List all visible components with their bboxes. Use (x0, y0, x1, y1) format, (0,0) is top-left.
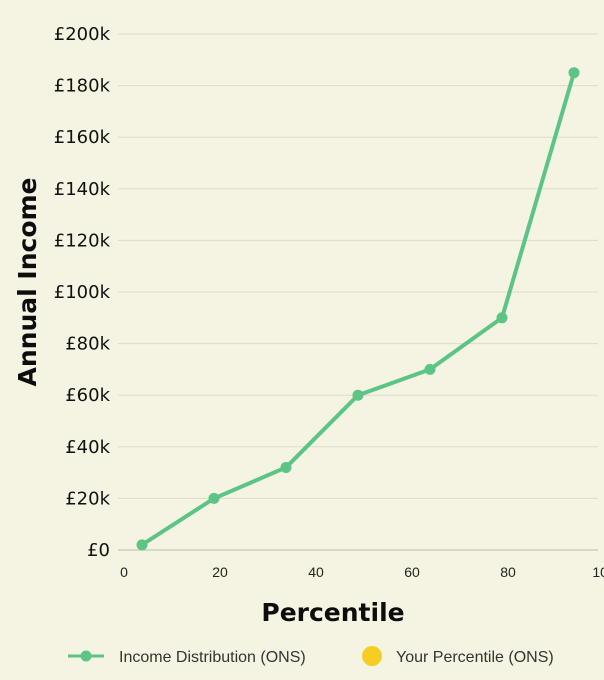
y-tick-label: £160k (54, 127, 111, 148)
legend-label-your-percentile: Your Percentile (ONS) (396, 649, 554, 666)
data-point[interactable] (208, 492, 220, 504)
y-tick-label: £180k (54, 76, 111, 97)
legend-marker-icon (80, 650, 92, 662)
grid-lines (118, 33, 598, 551)
y-tick-label: £140k (54, 179, 111, 200)
data-point[interactable] (424, 363, 436, 375)
legend-yellow-dot-icon (362, 646, 382, 666)
data-point[interactable] (568, 67, 580, 79)
data-point[interactable] (136, 539, 148, 551)
legend: Income Distribution (ONS) Your Percentil… (68, 646, 554, 666)
y-tick-label: £20k (65, 488, 110, 509)
legend-item-your-percentile[interactable]: Your Percentile (ONS) (362, 646, 554, 666)
y-tick-label: £120k (54, 230, 111, 251)
y-tick-label: £80k (65, 334, 110, 355)
y-tick-label: £100k (54, 282, 111, 303)
x-axis-title: Percentile (261, 598, 404, 627)
legend-label-income-distribution: Income Distribution (ONS) (119, 649, 306, 666)
data-point[interactable] (496, 312, 508, 324)
y-axis-title: Annual Income (13, 178, 42, 387)
data-point[interactable] (352, 389, 364, 401)
x-tick-label: 20 (212, 564, 228, 580)
y-tick-label: £200k (54, 24, 111, 45)
y-tick-label: £60k (65, 385, 110, 406)
x-axis-ticks: 0 20 40 60 80 100 (120, 564, 604, 580)
x-tick-label: 0 (120, 564, 128, 580)
data-point[interactable] (280, 461, 292, 473)
y-tick-label: £40k (65, 437, 110, 458)
x-tick-label: 60 (404, 564, 420, 580)
x-tick-label: 100 (592, 564, 604, 580)
y-tick-label: £0 (87, 540, 110, 561)
x-tick-label: 80 (500, 564, 516, 580)
x-tick-label: 40 (308, 564, 324, 580)
legend-item-income-distribution[interactable]: Income Distribution (ONS) (68, 649, 306, 666)
series-layer (136, 67, 580, 551)
y-axis-ticks: £0 £20k £40k £60k £80k £100k £120k £140k £160k £1… (54, 24, 111, 561)
